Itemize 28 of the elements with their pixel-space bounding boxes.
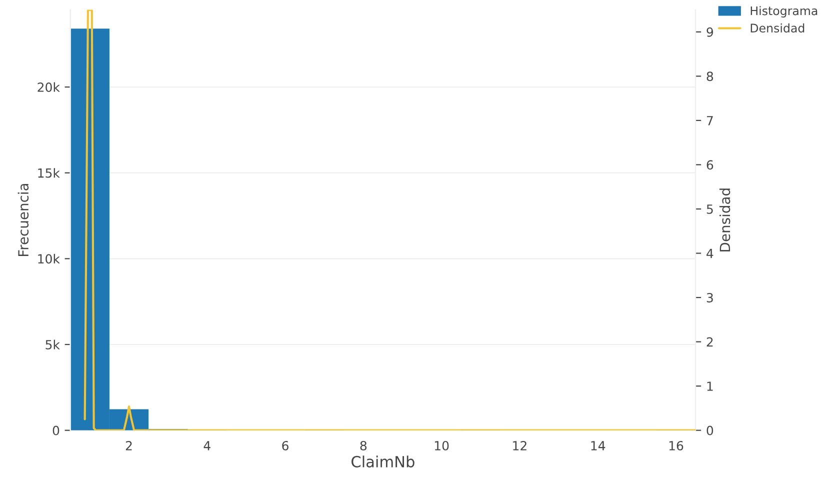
x-tick-label: 4 [204, 441, 210, 450]
x-tick-label: 12 [513, 440, 526, 450]
y-tick-label: 15k [38, 168, 60, 178]
y-tick-label: 5k [46, 340, 60, 350]
y-tick-label: 10k [38, 254, 60, 264]
y-tick-label: 0 [52, 426, 60, 436]
legend-label: Histograma [750, 6, 818, 18]
y-tick-label: 20k [38, 82, 60, 92]
y2-tick-label: 5 [706, 204, 713, 214]
y2-tick-label: 6 [706, 160, 714, 170]
x-tick-label: 6 [282, 440, 288, 450]
x-tick-label: 16 [669, 440, 684, 450]
legend-label: Densidad [750, 23, 804, 33]
x-tick-label: 10 [434, 440, 449, 450]
y2-tick-label: 0 [706, 426, 714, 436]
x-tick-label: 2 [126, 440, 132, 450]
x-tick-label: 8 [360, 440, 367, 450]
y2-tick-label: 7 [706, 116, 713, 126]
y2-tick-label: 2 [706, 337, 713, 347]
x-tick-label: 14 [591, 441, 606, 450]
y2-tick-label: 9 [706, 27, 714, 37]
y2-tick-label: 3 [706, 292, 713, 302]
y2-tick-label: 4 [706, 248, 714, 258]
x-axis-title: ClaimNb [352, 456, 414, 468]
y-axis-title: Frecuencia [18, 184, 29, 256]
y2-tick-label: 8 [706, 72, 714, 82]
y2-axis-title: Densidad [719, 188, 730, 252]
y2-tick-label: 1 [707, 382, 713, 391]
